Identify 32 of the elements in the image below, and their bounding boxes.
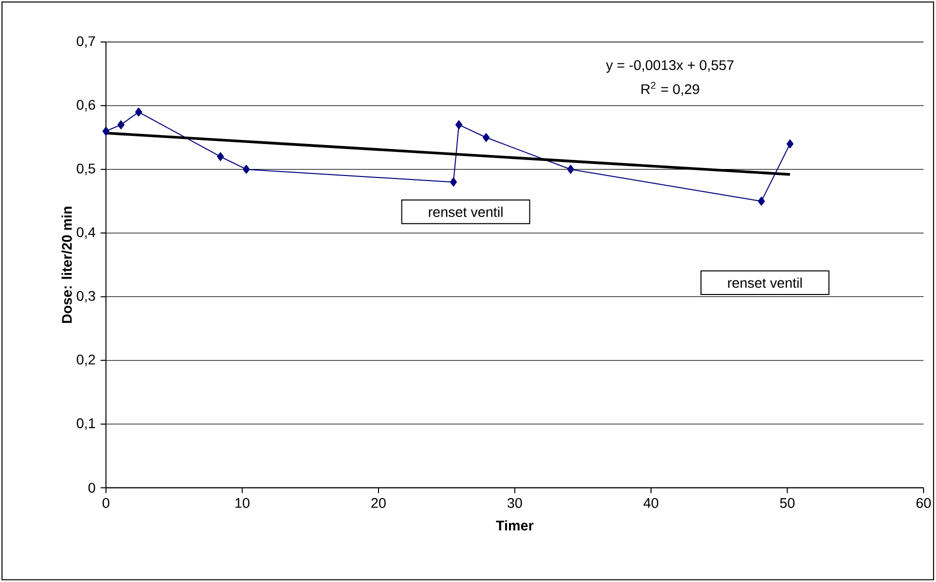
y-axis-title: Dose: liter/20 min xyxy=(62,206,72,324)
x-tick-label: 50 xyxy=(780,498,795,508)
y-tick-label: 0,3 xyxy=(76,291,96,303)
y-tick-label: 0 xyxy=(88,482,96,493)
x-tick-label: 0 xyxy=(102,498,110,508)
point xyxy=(786,140,794,149)
point xyxy=(117,120,124,130)
point xyxy=(135,108,142,117)
y-tick-label: 0,4 xyxy=(76,227,96,239)
x-tick-label: 60 xyxy=(916,498,931,508)
point xyxy=(567,164,574,174)
y-tick-label: 0,2 xyxy=(76,354,95,366)
annotation: R$^{2}$ = 0,29 xyxy=(642,82,700,96)
annotation: renset ventil xyxy=(728,278,802,288)
y-tick-label: 0,1 xyxy=(76,418,95,430)
x-tick-label: 40 xyxy=(644,498,658,508)
annotation: renset ventil xyxy=(428,206,502,218)
y-tick-label: 0,5 xyxy=(76,164,96,176)
point xyxy=(450,178,457,187)
point xyxy=(242,164,250,174)
point xyxy=(102,126,110,136)
annotation: y = -0,0013x + 0,557 xyxy=(606,60,734,73)
x-tick-label: 10 xyxy=(236,498,250,508)
point xyxy=(455,120,462,130)
y-tick-label: 0,7 xyxy=(76,36,95,48)
point xyxy=(216,152,224,162)
point xyxy=(758,196,765,206)
y-tick-label: 0,6 xyxy=(76,100,96,112)
x-tick-label: 30 xyxy=(508,498,522,508)
point xyxy=(482,133,490,142)
x-axis-title: Timer xyxy=(496,520,534,531)
x-tick-label: 20 xyxy=(371,498,386,508)
